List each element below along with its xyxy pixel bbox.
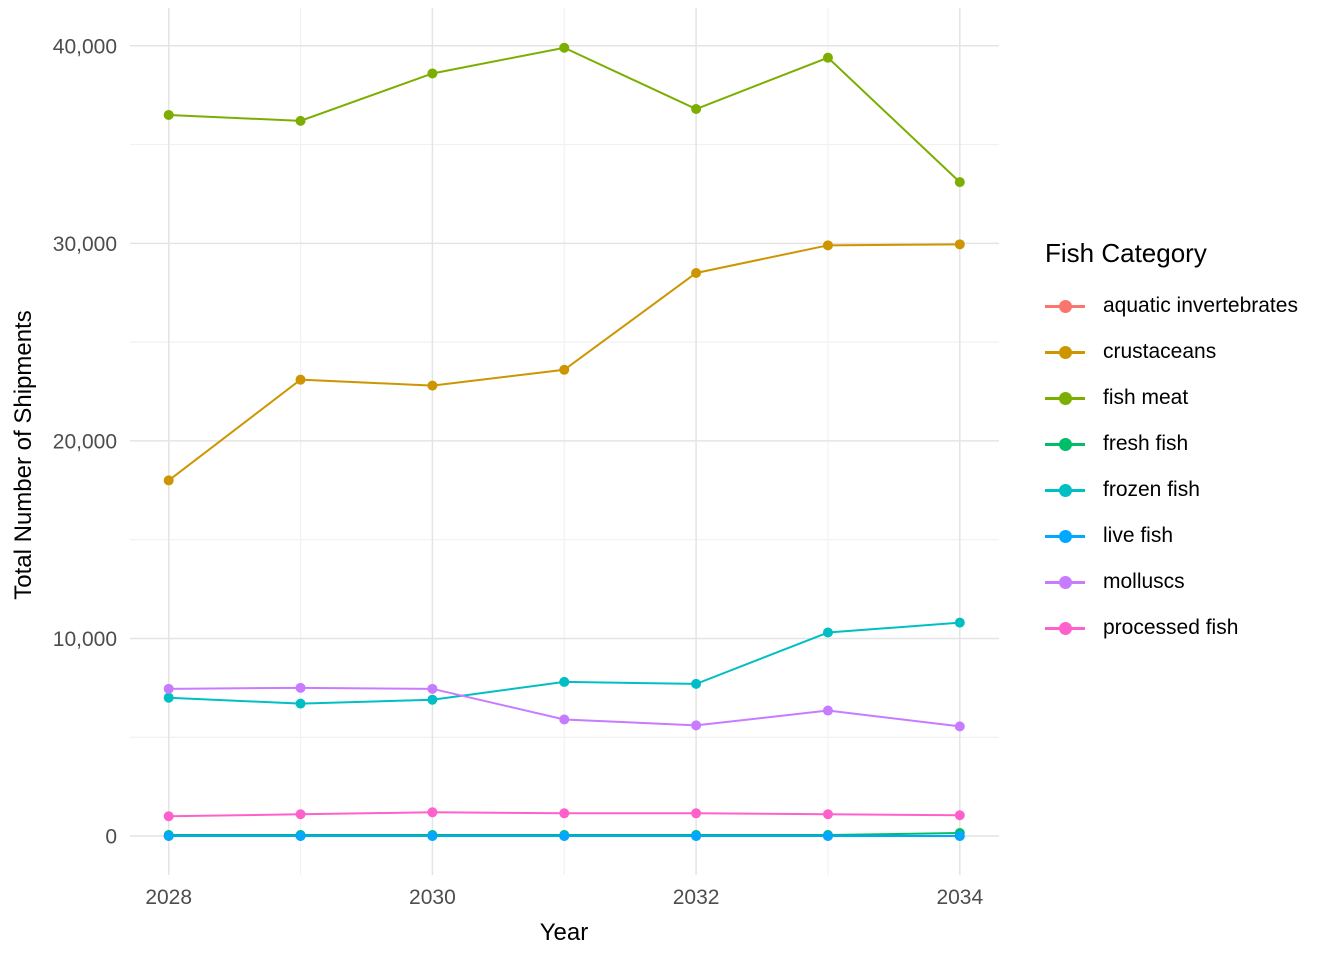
data-point-molluscs [822, 705, 833, 716]
data-point-fish-meat [163, 109, 174, 120]
legend-item-fish-meat: fish meat [1045, 375, 1298, 421]
legend-item-processed-fish: processed fish [1045, 605, 1298, 651]
x-tick-label: 2034 [936, 886, 983, 909]
plot-panel: 0 10,000 20,000 30,000 40,000 2028 2030 2032 203… [53, 8, 999, 909]
legend-title: Fish Category [1045, 238, 1207, 268]
data-point-molluscs [163, 683, 174, 694]
legend-label: crustaceans [1103, 340, 1217, 363]
legend-key-processed-fish-icon [1045, 619, 1085, 637]
data-point-live-fish [822, 831, 833, 841]
data-point-processed-fish [427, 807, 438, 818]
legend-dot-swatch [1058, 345, 1072, 359]
y-tick-label: 30,000 [53, 233, 117, 256]
legend-item-fresh-fish: fresh fish [1045, 421, 1298, 467]
data-point-fish-meat [822, 52, 833, 63]
data-point-frozen-fish [427, 694, 438, 705]
data-point-crustaceans [295, 374, 306, 385]
data-point-live-fish [163, 831, 174, 841]
legend-dot-swatch [1058, 483, 1072, 497]
legend-key-fish-meat-icon [1045, 389, 1085, 407]
data-point-live-fish [559, 831, 570, 841]
data-point-processed-fish [559, 808, 570, 819]
legend-label: processed fish [1103, 616, 1239, 639]
data-point-frozen-fish [822, 627, 833, 638]
data-point-molluscs [559, 714, 570, 725]
legend: Fish Category aquatic invertebrates crust… [1045, 238, 1298, 651]
data-point-live-fish [954, 831, 965, 841]
x-tick-label: 2032 [673, 886, 720, 909]
data-point-crustaceans [691, 267, 702, 278]
data-point-live-fish [295, 831, 306, 841]
y-tick-label: 20,000 [53, 430, 117, 453]
data-point-molluscs [691, 720, 702, 731]
data-point-fish-meat [559, 42, 570, 53]
legend-label: fresh fish [1103, 432, 1189, 455]
legend-item-frozen-fish: frozen fish [1045, 467, 1298, 513]
y-tick-label: 40,000 [53, 35, 117, 58]
y-tick-label: 0 [105, 826, 117, 849]
data-point-processed-fish [691, 808, 702, 819]
data-point-molluscs [295, 682, 306, 693]
legend-key-frozen-fish-icon [1045, 481, 1085, 499]
data-point-frozen-fish [954, 617, 965, 628]
data-point-crustaceans [163, 475, 174, 486]
data-point-molluscs [427, 683, 438, 694]
x-axis-title: Year [540, 919, 589, 946]
data-point-processed-fish [163, 811, 174, 822]
data-point-molluscs [954, 721, 965, 732]
data-point-crustaceans [822, 240, 833, 251]
x-tick-label: 2030 [409, 886, 456, 909]
legend-key-molluscs-icon [1045, 573, 1085, 591]
legend-dot-swatch [1058, 391, 1072, 405]
data-point-live-fish [691, 831, 702, 841]
legend-item-molluscs: molluscs [1045, 559, 1298, 605]
data-point-frozen-fish [163, 692, 174, 703]
legend-key-aquatic-invertebrates-icon [1045, 297, 1085, 315]
legend-item-crustaceans: crustaceans [1045, 329, 1298, 375]
data-point-live-fish [427, 831, 438, 841]
legend-key-fresh-fish-icon [1045, 435, 1085, 453]
legend-dot-swatch [1058, 575, 1072, 589]
legend-label: molluscs [1103, 570, 1185, 593]
legend-key-crustaceans-icon [1045, 343, 1085, 361]
legend-dot-swatch [1058, 621, 1072, 635]
legend-label: aquatic invertebrates [1103, 294, 1298, 317]
y-tick-label: 10,000 [53, 628, 117, 651]
data-point-frozen-fish [691, 678, 702, 689]
data-point-fish-meat [954, 177, 965, 188]
legend-dot-swatch [1058, 299, 1072, 313]
data-point-frozen-fish [559, 676, 570, 687]
data-point-crustaceans [954, 239, 965, 250]
legend-label: fish meat [1103, 386, 1189, 409]
legend-label: frozen fish [1103, 478, 1200, 501]
data-point-processed-fish [954, 810, 965, 821]
legend-dot-swatch [1058, 437, 1072, 451]
data-point-fish-meat [691, 104, 702, 115]
data-point-processed-fish [822, 809, 833, 820]
data-point-processed-fish [295, 809, 306, 820]
data-point-crustaceans [559, 364, 570, 375]
legend-dot-swatch [1058, 529, 1072, 543]
legend-key-live-fish-icon [1045, 527, 1085, 545]
data-point-fish-meat [295, 115, 306, 126]
y-axis-title: Total Number of Shipments [10, 310, 37, 599]
legend-label: live fish [1103, 524, 1174, 547]
legend-item-live-fish: live fish [1045, 513, 1298, 559]
legend-item-aquatic-invertebrates: aquatic invertebrates [1045, 283, 1298, 329]
data-point-crustaceans [427, 380, 438, 391]
legend-items: aquatic invertebrates crustaceans fish mea… [1045, 283, 1298, 651]
x-tick-label: 2028 [145, 886, 192, 909]
data-point-fish-meat [427, 68, 438, 79]
data-point-frozen-fish [295, 698, 306, 709]
